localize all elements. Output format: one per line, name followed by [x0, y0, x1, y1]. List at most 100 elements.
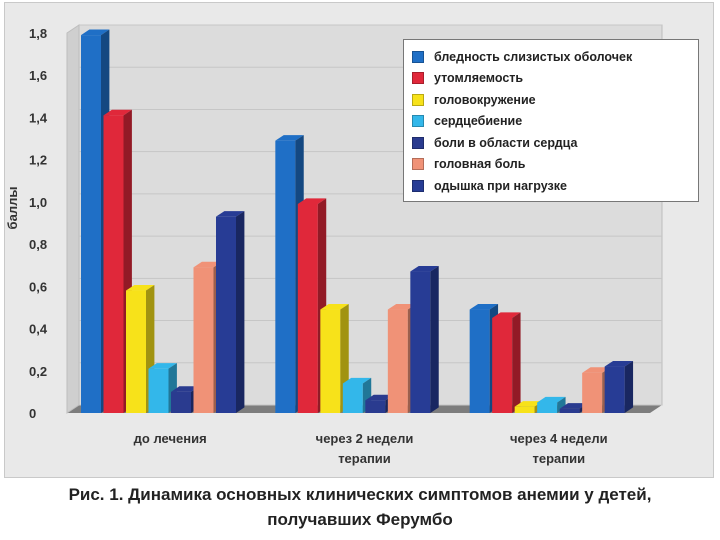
bar-top [559, 403, 589, 409]
y-tick-label: 0,8 [29, 237, 47, 252]
y-tick-label: 1,8 [29, 26, 47, 41]
legend-swatch [412, 72, 424, 85]
bar-top [469, 303, 499, 310]
bar-front [148, 368, 169, 413]
bar-top [148, 363, 177, 369]
bar-front [216, 216, 236, 413]
bar-top [582, 367, 611, 373]
x-category-labels: до лечения через 2 недели терапии через 4 н… [134, 431, 608, 466]
y-tick-labels: 0 0,2 0,4 0,6 0,8 1,0 1,2 1,4 1,6 1,8 [29, 26, 48, 421]
bar-side [512, 312, 521, 413]
bar-top [342, 377, 372, 384]
caption-line-1: Рис. 1. Динамика основных клинических си… [68, 485, 652, 504]
bar-front [582, 372, 603, 413]
bar-front [297, 204, 318, 413]
legend-item: боли в области сердца [412, 132, 690, 154]
y-tick-label: 0,4 [29, 322, 48, 337]
bar-top [171, 386, 200, 392]
bar-top [81, 29, 110, 36]
legend-label: головная боль [434, 157, 526, 172]
legend-swatch [412, 93, 424, 106]
legend-label: утомляемость [434, 71, 524, 86]
legend-swatch [412, 136, 424, 149]
bar-front [171, 391, 191, 413]
bar-front [492, 318, 513, 413]
bar [410, 265, 439, 413]
y-tick-label: 0,6 [29, 279, 47, 294]
bar-top [320, 303, 349, 310]
category-label: через 4 недели [510, 431, 608, 446]
category-label: терапии [533, 451, 586, 466]
legend-item: бледность слизистых оболочек [412, 46, 690, 68]
bar-top [193, 261, 222, 268]
y-tick-label: 0 [29, 406, 36, 421]
y-tick-label: 1,4 [29, 110, 48, 125]
bar-top [514, 401, 544, 407]
y-axis-label: баллы [5, 187, 20, 230]
legend-item: сердцебиение [412, 111, 690, 133]
figure-caption: Рис. 1. Динамика основных клинических си… [0, 482, 720, 532]
legend-label: одышка при нагрузке [434, 178, 567, 193]
legend-item: одышка при нагрузке [412, 175, 690, 197]
bar [492, 312, 521, 413]
bar-side [557, 396, 566, 413]
legend-label: бледность слизистых оболочек [434, 49, 633, 64]
bar-top [492, 312, 521, 318]
bar-side [624, 360, 634, 413]
category-label: через 2 недели [316, 431, 414, 446]
bar [216, 211, 245, 413]
bar-top [297, 198, 327, 204]
bar-front [387, 309, 408, 413]
legend-swatch [412, 179, 424, 192]
bar-top [103, 109, 132, 116]
bar-top [410, 265, 439, 272]
bar-front [469, 309, 490, 413]
legend-label: сердцебиение [434, 114, 523, 129]
legend-item: головная боль [412, 154, 690, 176]
y-tick-label: 0,2 [29, 364, 47, 379]
bar-front [126, 290, 146, 413]
legend-swatch [412, 158, 424, 171]
bar-side [236, 211, 245, 413]
bar-front [514, 406, 535, 413]
y-tick-label: 1,6 [29, 68, 47, 83]
bar-side [430, 265, 439, 413]
bar-top [126, 284, 155, 291]
bar [604, 360, 634, 413]
bar-top [604, 360, 634, 367]
bar [537, 396, 566, 413]
bar-front [365, 400, 386, 413]
bars [81, 29, 634, 414]
caption-line-2: получавших Ферумбо [267, 510, 453, 529]
bar-front [537, 402, 558, 413]
category-label: до лечения [134, 431, 207, 446]
bar-top [365, 394, 394, 401]
bar-front [559, 408, 580, 413]
bar-top [537, 396, 566, 403]
bar-front [410, 271, 431, 413]
bar-front [103, 115, 124, 413]
legend: бледность слизистых оболочек утомляемость… [403, 39, 699, 202]
bar-front [320, 309, 341, 413]
legend-item: головокружение [412, 89, 690, 111]
category-label: терапии [338, 451, 391, 466]
bar-top [216, 211, 245, 217]
bar-front [81, 35, 101, 413]
legend-label: головокружение [434, 92, 536, 107]
bar-top [275, 135, 304, 141]
y-tick-label: 1,0 [29, 195, 47, 210]
legend-item: утомляемость [412, 68, 690, 90]
bar-front [275, 140, 296, 413]
bar-front [604, 366, 625, 413]
legend-swatch [412, 50, 424, 63]
y-tick-label: 1,2 [29, 153, 47, 168]
chart-frame: 0 0,2 0,4 0,6 0,8 1,0 1,2 1,4 1,6 1,8 до лечения ч… [4, 2, 714, 478]
bar [126, 284, 155, 413]
bar-front [193, 267, 214, 413]
side-wall [66, 24, 80, 414]
bar-front [342, 383, 363, 413]
bar-top [387, 303, 417, 310]
legend-label: боли в области сердца [434, 135, 578, 150]
legend-swatch [412, 115, 424, 128]
